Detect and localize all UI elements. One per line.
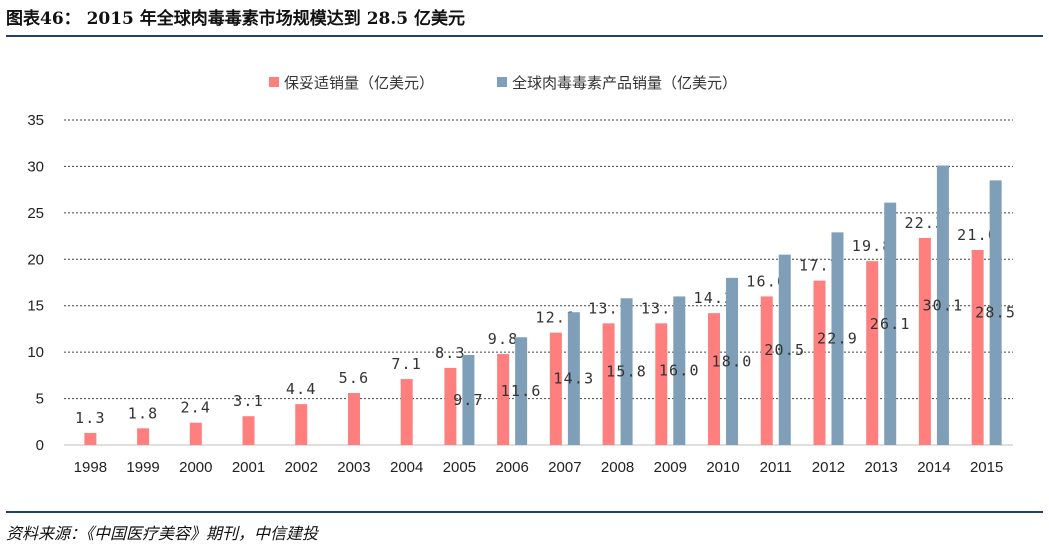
footer-rule [6,511,1043,513]
data-label-global: 30.1 [922,296,963,314]
data-label-baotuoshi: 8.3 [435,344,466,362]
bar-baotuoshi [549,332,562,445]
data-label-baotuoshi: 1.8 [128,404,159,422]
source-note: 资料来源：《中国医疗美容》期刊，中信建投 [6,524,319,543]
y-tick-label: 35 [27,112,44,129]
bar-baotuoshi [295,404,308,445]
bar-baotuoshi [813,280,826,445]
bar-baotuoshi [137,428,150,445]
bar-global [778,254,791,445]
data-label-global: 9.7 [453,391,484,409]
x-tick-label: 1998 [74,459,107,476]
y-tick-label: 10 [27,344,44,361]
y-tick-label: 15 [27,298,44,315]
x-tick-label: 1999 [126,459,159,476]
data-label-baotuoshi: 17.7 [799,257,840,275]
data-label-baotuoshi: 16.0 [746,272,787,290]
y-tick-label: 25 [27,205,44,222]
legend-swatch-global [497,77,507,87]
bar-chart: 0 5 10 15 20 25 30 35 1998 1.3 1999 1.8 2000 2.4 2001 3… [27,74,1016,476]
bar-baotuoshi [866,261,879,445]
x-tick-label: 2002 [285,459,318,476]
data-label-baotuoshi: 19.8 [852,237,893,255]
legend-swatch-baotuoshi [269,77,279,87]
bar-global [462,354,475,445]
bar-global [515,337,528,445]
y-tick-label: 0 [36,437,44,454]
bar-baotuoshi [242,416,255,445]
x-tick-label: 2006 [495,459,528,476]
data-label-baotuoshi: 1.3 [75,409,106,427]
title-rule [6,35,1043,37]
bar-baotuoshi [918,237,931,445]
legend-label-baotuoshi: 保妥适销量（亿美元） [284,74,434,92]
x-tick-label: 2008 [601,459,634,476]
x-tick-label: 2003 [337,459,370,476]
bar-global [673,296,686,445]
bar-baotuoshi [444,367,457,445]
bar-baotuoshi [347,393,360,445]
data-label-baotuoshi: 4.4 [286,380,317,398]
y-tick-label: 5 [36,391,44,408]
data-label-global: 20.5 [764,341,805,359]
data-label-global: 14.3 [553,370,594,388]
y-tick-label: 30 [27,158,44,175]
bar-baotuoshi [400,379,413,445]
bar-global [620,298,633,445]
bar-global [831,232,844,445]
chart-title: 图表46： 2015 年全球肉毒毒素市场规模达到 28.5 亿美元 [6,9,466,29]
x-tick-label: 2014 [917,459,950,476]
x-tick-label: 2007 [548,459,581,476]
x-tick-label: 2013 [865,459,898,476]
x-tick-label: 2015 [970,459,1003,476]
data-label-baotuoshi: 21.0 [957,226,998,244]
y-tick-label: 20 [27,251,44,268]
data-label-global: 28.5 [975,304,1016,322]
bar-baotuoshi [708,313,721,445]
data-label-baotuoshi: 13.1 [588,299,629,317]
bar-baotuoshi [84,432,97,445]
data-label-baotuoshi: 2.4 [180,399,211,417]
data-label-baotuoshi: 5.6 [339,369,370,387]
data-label-baotuoshi: 7.1 [391,355,422,373]
bar-baotuoshi [497,354,510,445]
data-label-baotuoshi: 3.1 [233,392,264,410]
legend-label-global: 全球肉毒毒素产品销量（亿美元） [512,74,737,92]
x-tick-label: 2004 [390,459,423,476]
data-label-global: 18.0 [712,352,753,370]
data-label-global: 15.8 [606,363,647,381]
data-label-global: 11.6 [501,382,542,400]
bar-global [726,277,739,445]
bar-global [884,202,897,445]
bar-baotuoshi [760,296,773,445]
x-tick-label: 2000 [179,459,212,476]
data-label-baotuoshi: 13.1 [641,299,682,317]
bar-global [567,312,580,445]
bar-global [989,180,1002,445]
x-tick-label: 2009 [654,459,687,476]
data-label-baotuoshi: 9.8 [488,330,519,348]
x-tick-label: 2012 [812,459,845,476]
data-label-baotuoshi: 14.2 [694,289,735,307]
x-tick-label: 2001 [232,459,265,476]
data-label-baotuoshi: 12.1 [535,309,576,327]
bar-baotuoshi [189,422,202,445]
bar-baotuoshi [971,250,984,445]
x-tick-label: 2011 [760,459,792,476]
bar-baotuoshi [602,323,615,445]
data-label-global: 16.0 [659,362,700,380]
bar-global [936,165,949,445]
bar-baotuoshi [655,323,668,445]
data-label-global: 26.1 [870,315,911,333]
x-tick-label: 2005 [443,459,476,476]
data-label-global: 22.9 [817,330,858,348]
x-tick-label: 2010 [706,459,739,476]
data-label-baotuoshi: 22.3 [904,214,945,232]
